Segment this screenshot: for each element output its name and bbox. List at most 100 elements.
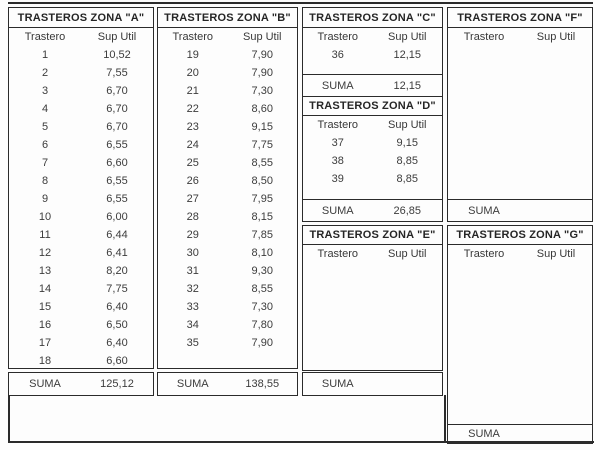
column-header-sup-util: Sup Util bbox=[536, 248, 576, 260]
zone-d-column-headers: Trastero Sup Util bbox=[303, 116, 442, 134]
suma-value: 26,85 bbox=[393, 204, 422, 217]
sup-util-value: 7,30 bbox=[251, 85, 273, 97]
trastero-number: 37 bbox=[331, 137, 344, 149]
trastero-number: 24 bbox=[186, 139, 199, 151]
column-header-trastero: Trastero bbox=[463, 248, 505, 260]
sup-util-value: 9,30 bbox=[251, 265, 273, 277]
table-row: 39 8,85 bbox=[303, 170, 442, 188]
sup-util-value: 7,30 bbox=[251, 301, 273, 313]
table-row: 15 6,40 bbox=[9, 298, 153, 316]
column-header-sup-util: Sup Util bbox=[387, 248, 427, 260]
trastero-number: 31 bbox=[186, 265, 199, 277]
table-row: 30 8,10 bbox=[158, 244, 297, 262]
table-row: 34 7,80 bbox=[158, 316, 297, 334]
table-row: 18 6,60 bbox=[9, 352, 153, 368]
sup-util-value: 8,85 bbox=[396, 173, 418, 185]
sup-util-value: 6,55 bbox=[106, 193, 128, 205]
table-row: 3 6,70 bbox=[9, 82, 153, 100]
sup-util-value: 8,55 bbox=[251, 283, 273, 295]
sup-util-value: 6,41 bbox=[106, 247, 128, 259]
zone-c-title: TRASTEROS ZONA "C" bbox=[309, 11, 436, 24]
table-row: 19 7,90 bbox=[158, 46, 297, 64]
suma-value: 125,12 bbox=[100, 378, 134, 390]
trastero-number: 8 bbox=[41, 175, 49, 187]
trastero-number: 15 bbox=[38, 301, 52, 313]
sup-util-value: 8,50 bbox=[251, 175, 273, 187]
sup-util-value: 7,75 bbox=[251, 139, 273, 151]
table-row: 37 9,15 bbox=[303, 134, 442, 152]
zone-d-suma-row: SUMA 26,85 bbox=[302, 199, 443, 222]
table-row: 9 6,55 bbox=[9, 190, 153, 208]
table-row: 13 8,20 bbox=[9, 262, 153, 280]
sup-util-value: 9,15 bbox=[251, 121, 273, 133]
table-row: 35 7,90 bbox=[158, 334, 297, 352]
table-row: 11 6,44 bbox=[9, 226, 153, 244]
trastero-number: 26 bbox=[186, 175, 199, 187]
zone-a-rows: 1 10,52 2 7,55 3 6,70 4 6,70 bbox=[9, 46, 153, 368]
column-header-trastero: Trastero bbox=[317, 119, 359, 131]
zone-g-suma-row: SUMA bbox=[447, 424, 593, 444]
table-row: 29 7,85 bbox=[158, 226, 297, 244]
column-header-sup-util: Sup Util bbox=[387, 31, 427, 43]
table-row: 4 6,70 bbox=[9, 100, 153, 118]
zone-b-table: Trastero Sup Util 19 7,90 20 7,90 21 7,3… bbox=[157, 27, 298, 369]
table-row: 6 6,55 bbox=[9, 136, 153, 154]
table-row: 1 10,52 bbox=[9, 46, 153, 64]
table-row: 17 6,40 bbox=[9, 334, 153, 352]
table-row: 28 8,15 bbox=[158, 208, 297, 226]
table-row: 24 7,75 bbox=[158, 136, 297, 154]
zone-e-title: TRASTEROS ZONA "E" bbox=[309, 229, 436, 241]
zone-b-title: TRASTEROS ZONA "B" bbox=[164, 11, 291, 24]
suma-value: 12,15 bbox=[393, 79, 422, 92]
trastero-number: 2 bbox=[41, 67, 49, 79]
trastero-number: 21 bbox=[186, 85, 199, 97]
trastero-number: 25 bbox=[186, 157, 199, 169]
sup-util-value: 6,44 bbox=[106, 229, 128, 241]
table-row: 12 6,41 bbox=[9, 244, 153, 262]
trastero-number: 33 bbox=[186, 301, 199, 313]
sup-util-value: 7,75 bbox=[106, 283, 128, 295]
suma-label: SUMA bbox=[468, 204, 500, 217]
table-row: 8 6,55 bbox=[9, 172, 153, 190]
sup-util-value: 8,10 bbox=[251, 247, 273, 259]
sup-util-value: 6,60 bbox=[106, 157, 128, 169]
zone-g-title: TRASTEROS ZONA "G" bbox=[456, 229, 584, 241]
table-row: 38 8,85 bbox=[303, 152, 442, 170]
sup-util-value: 7,90 bbox=[251, 49, 273, 61]
trastero-number: 30 bbox=[186, 247, 199, 259]
trastero-number: 23 bbox=[186, 121, 199, 133]
trastero-number: 34 bbox=[186, 319, 199, 331]
zone-d-rows: 37 9,15 38 8,85 39 8,85 bbox=[303, 134, 442, 188]
zone-f-column-headers: Trastero Sup Util bbox=[448, 28, 592, 46]
trastero-number: 10 bbox=[38, 211, 52, 223]
zone-a-column-headers: Trastero Sup Util bbox=[9, 28, 153, 46]
sup-util-value: 7,80 bbox=[251, 319, 273, 331]
trastero-number: 22 bbox=[186, 103, 199, 115]
sup-util-value: 7,85 bbox=[251, 229, 273, 241]
zone-d-table: Trastero Sup Util 37 9,15 38 8,85 39 8,8… bbox=[302, 115, 443, 200]
left-border-line bbox=[8, 395, 10, 443]
trastero-number: 7 bbox=[41, 157, 49, 169]
sup-util-value: 6,50 bbox=[106, 319, 128, 331]
trastero-number: 18 bbox=[38, 355, 52, 367]
trastero-number: 3 bbox=[41, 85, 49, 97]
table-row: 33 7,30 bbox=[158, 298, 297, 316]
suma-label: SUMA bbox=[29, 378, 61, 390]
suma-label: SUMA bbox=[321, 204, 354, 217]
column-header-trastero: Trastero bbox=[172, 31, 214, 43]
zone-c-suma-row: SUMA 12,15 bbox=[302, 74, 443, 97]
sup-util-value: 6,70 bbox=[106, 85, 128, 97]
table-row: 27 7,95 bbox=[158, 190, 297, 208]
table-row: 31 9,30 bbox=[158, 262, 297, 280]
trastero-number: 5 bbox=[41, 121, 49, 133]
zone-g-column-headers: Trastero Sup Util bbox=[448, 245, 592, 263]
zone-g-table: Trastero Sup Util bbox=[447, 244, 593, 426]
zone-f-title: TRASTEROS ZONA "F" bbox=[457, 11, 583, 24]
table-row: 5 6,70 bbox=[9, 118, 153, 136]
table-row: 2 7,55 bbox=[9, 64, 153, 82]
zone-b-title-bar: TRASTEROS ZONA "B" bbox=[157, 7, 298, 28]
table-row: 22 8,60 bbox=[158, 100, 297, 118]
zone-f-title-bar: TRASTEROS ZONA "F" bbox=[447, 7, 593, 28]
table-row: 16 6,50 bbox=[9, 316, 153, 334]
sup-util-value: 6,00 bbox=[106, 211, 128, 223]
